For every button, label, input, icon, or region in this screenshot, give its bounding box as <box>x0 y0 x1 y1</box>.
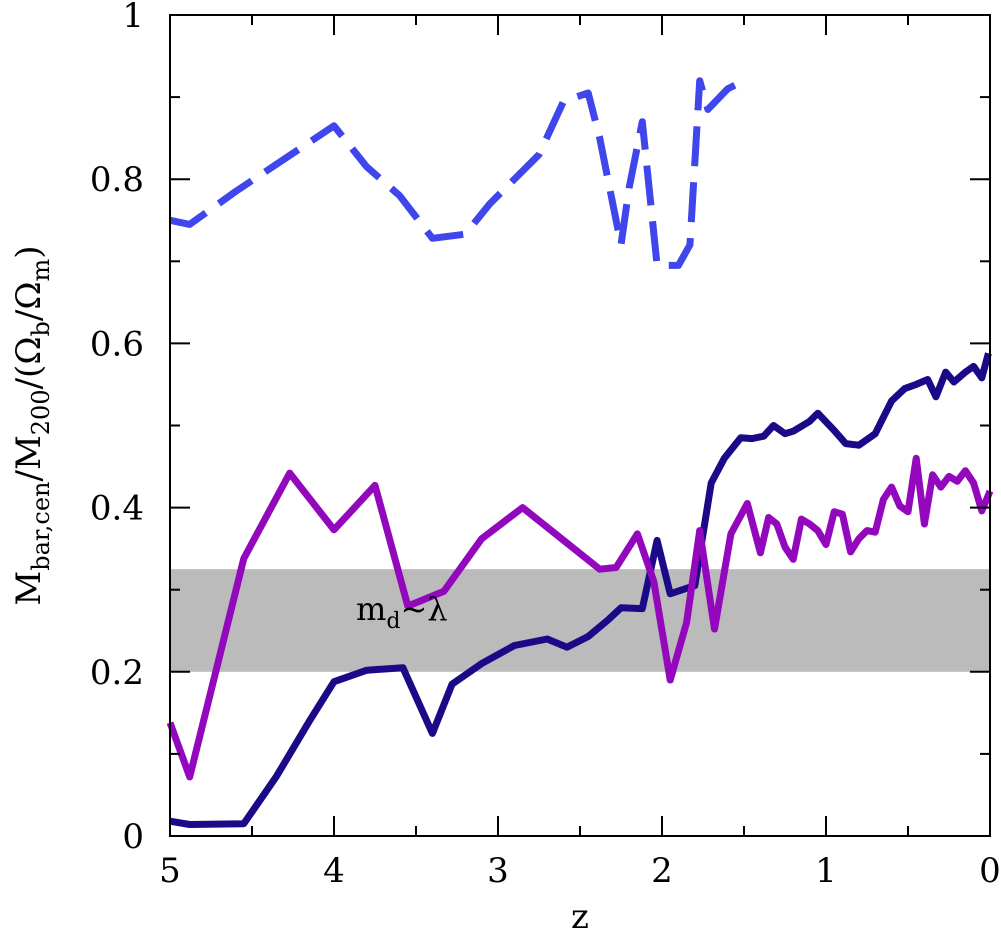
band-label-end: ~λ <box>400 590 447 628</box>
y-axis-title-mid3: /Ω <box>9 281 49 321</box>
y-tick-label: 0.4 <box>90 489 144 529</box>
x-tick-label: 3 <box>487 851 509 891</box>
x-tick-label: 1 <box>815 851 837 891</box>
y-axis-title-mid: /M <box>9 435 49 481</box>
band-label-main: m <box>356 590 386 628</box>
y-tick-label: 0.6 <box>90 324 144 364</box>
series-line-2 <box>169 352 992 828</box>
y-tick-label: 0.8 <box>90 160 144 200</box>
y-axis-title-sub1: bar,cen <box>27 482 55 571</box>
plot-frame <box>169 14 991 837</box>
y-tick-label: 0.2 <box>90 653 144 693</box>
shaded-band <box>170 569 990 672</box>
series-line-3 <box>166 454 994 781</box>
x-tick-label: 2 <box>651 851 673 891</box>
band-label: md~λ <box>356 590 448 634</box>
y-tick-label: 0 <box>122 817 144 857</box>
series-layer <box>166 77 994 828</box>
y-axis-title-main: M <box>9 571 49 606</box>
y-tick-label: 1 <box>122 0 144 36</box>
y-axis-title-sub4: m <box>27 258 55 281</box>
band-label-sub: d <box>386 609 400 634</box>
series-line-1 <box>169 77 738 269</box>
x-tick-label: 4 <box>323 851 345 891</box>
y-axis-title-end: ) <box>9 245 49 258</box>
ticks-layer: 5 4 3 2 1 0 0 0.2 0.4 0.6 0.8 1 <box>90 0 1001 891</box>
y-axis-title: Mbar,cen/M200/(Ωb/Ωm) <box>9 245 55 605</box>
y-axis-title-sub3: b <box>27 321 55 336</box>
x-axis-title: z <box>571 897 589 935</box>
y-axis-title-sub2: 200 <box>27 389 55 435</box>
x-tick-label: 0 <box>979 851 1001 891</box>
x-tick-label: 5 <box>159 851 181 891</box>
y-axis-title-mid2: /(Ω <box>9 336 49 389</box>
